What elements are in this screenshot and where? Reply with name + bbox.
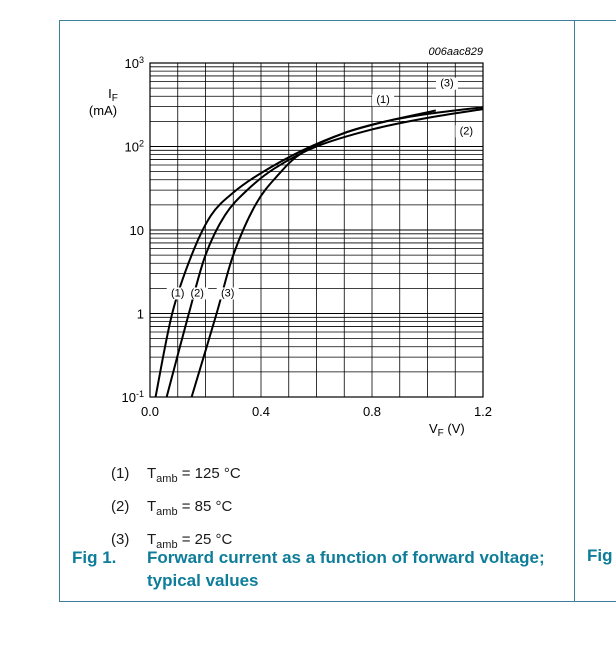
plot-border (149, 62, 484, 398)
x-tick-label: 0.0 (141, 404, 159, 419)
legend-item: (1) Tamb = 125 °C (111, 460, 241, 493)
next-figure-label: Fig (587, 546, 613, 565)
legend-number: (2) (111, 498, 130, 515)
series-label: (1) (376, 94, 389, 106)
y-axis-label-unit: (mA) (89, 103, 117, 118)
chart-labels: (1) (2) (3) (1) (3) (2) 10-1 1 10 102 103 0.0 0.4 0.8… (89, 46, 492, 439)
legend-item: (3) Tamb = 25 °C (111, 526, 241, 559)
y-tick-exponent: 3 (139, 55, 144, 65)
x-tick-label: 0.8 (363, 404, 381, 419)
figure-caption-text: Forward current as a function of forward… (147, 548, 545, 590)
series-label-bg (216, 287, 239, 300)
legend-var: T (147, 465, 157, 482)
legend-sub: amb (156, 506, 178, 518)
series-line (190, 106, 484, 398)
x-tick-label: 1.2 (474, 404, 492, 419)
series-line (165, 108, 484, 398)
legend-number: (1) (111, 465, 130, 482)
legend-value: = 125 °C (181, 465, 241, 482)
y-tick-exponent: -1 (136, 389, 144, 399)
figure-divider (574, 20, 575, 602)
x-tick-label: 0.4 (252, 404, 270, 419)
legend-value: = 25 °C (181, 531, 233, 548)
legend-var: T (147, 498, 157, 515)
series-label-bg (166, 287, 189, 300)
legend-value: = 85 °C (181, 498, 233, 515)
series-label: (1) (171, 287, 184, 299)
x-axis-label: VF (V) (429, 421, 465, 439)
legend-item: (2) Tamb = 85 °C (111, 493, 241, 526)
legend-sub: amb (156, 539, 178, 551)
legend: (1) Tamb = 125 °C (2) Tamb = 85 °C (3) Tamb… (111, 460, 241, 559)
x-axis-label-unit: (V) (444, 421, 465, 436)
series-label-bg (455, 125, 478, 138)
y-tick-exponent: 2 (139, 139, 144, 149)
y-tick-label: 103 (125, 55, 144, 71)
figure-frame (59, 20, 616, 602)
y-tick-label: 10 (130, 223, 144, 238)
series-line (154, 109, 437, 398)
series-label: (3) (221, 287, 234, 299)
y-tick-label: 102 (125, 139, 144, 155)
series-label-bg (435, 77, 458, 90)
figure-label: Fig 1. (72, 548, 117, 567)
forward-current-chart: (1) (2) (3) (1) (3) (2) 10-1 1 10 102 103 0.0 0.4 0.8… (89, 46, 492, 439)
legend-var: T (147, 531, 157, 548)
series-label-bg (372, 94, 395, 107)
legend-sub: amb (156, 473, 178, 485)
series-label: (2) (460, 125, 473, 137)
x-axis-label-sub: F (438, 428, 444, 439)
y-axis-label: IF (108, 86, 118, 104)
y-axis-label-sub: F (112, 93, 118, 104)
figure-code: 006aac829 (429, 46, 483, 58)
legend-number: (3) (111, 531, 130, 548)
series-label: (3) (440, 78, 453, 90)
chart-curves (154, 106, 484, 398)
y-tick-label: 1 (137, 307, 144, 322)
series-label: (2) (190, 287, 203, 299)
series-label-bg (186, 287, 209, 300)
y-tick-label: 10-1 (122, 389, 144, 405)
